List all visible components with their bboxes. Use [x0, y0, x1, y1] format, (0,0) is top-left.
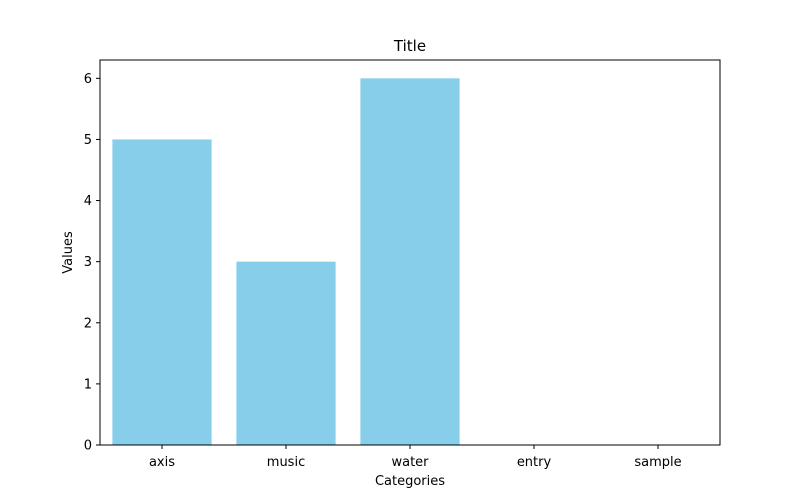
- x-tick-label: entry: [517, 455, 552, 470]
- bars-group: [112, 78, 460, 445]
- bar-water: [360, 78, 460, 445]
- y-tick-label: 0: [84, 439, 92, 454]
- y-tick-label: 4: [84, 194, 92, 209]
- y-tick-label: 6: [84, 72, 92, 87]
- y-tick-label: 5: [84, 133, 92, 148]
- y-tick-label: 1: [84, 377, 92, 392]
- x-tick-label: music: [267, 455, 305, 470]
- bar-music: [236, 261, 336, 445]
- x-axis-ticks: axis music water entry sample: [149, 445, 682, 470]
- x-tick-label: sample: [634, 455, 681, 470]
- x-tick-label: water: [391, 455, 429, 470]
- plot-frame: [99, 59, 721, 446]
- y-tick-label: 2: [84, 316, 92, 331]
- x-tick-label: axis: [149, 455, 175, 470]
- y-axis-label: Values: [61, 231, 76, 274]
- chart-title: Title: [393, 37, 426, 55]
- x-axis-label: Categories: [375, 474, 445, 489]
- bar-axis: [112, 139, 212, 445]
- y-axis-ticks: 0 1 2 3 4 5 6: [84, 72, 100, 454]
- y-tick-label: 3: [84, 255, 92, 270]
